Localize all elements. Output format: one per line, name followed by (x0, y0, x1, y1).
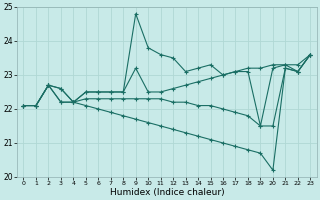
X-axis label: Humidex (Indice chaleur): Humidex (Indice chaleur) (109, 188, 224, 197)
